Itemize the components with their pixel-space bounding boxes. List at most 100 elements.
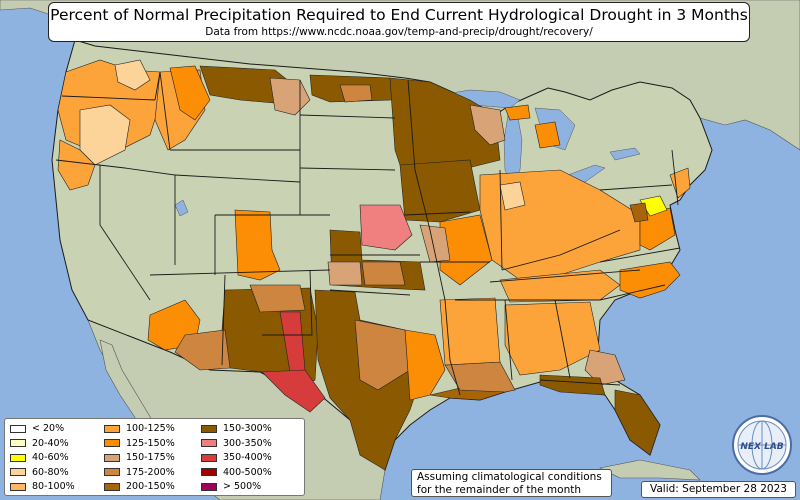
border-mississippi-river: [407, 79, 461, 396]
legend-label: 300-350%: [223, 437, 272, 449]
region-michigan-orange: [534, 121, 561, 149]
title-box: Percent of Normal Precipitation Required…: [48, 2, 750, 42]
legend-label: 40-60%: [32, 452, 69, 463]
region-panhandle-brown: [539, 374, 606, 396]
legend-label: 400-500%: [223, 466, 272, 478]
region-idaho-panhandle: [169, 65, 211, 121]
legend-swatch: [104, 424, 120, 433]
legend-item: 400-500%: [201, 466, 272, 479]
legend-item: < 20%: [10, 422, 75, 435]
legend-swatch: [104, 453, 120, 462]
region-arizona-medium: [174, 329, 231, 371]
climatology-note: Assuming climatological conditions for t…: [411, 469, 612, 497]
region-alabama-orange: [504, 301, 601, 376]
legend-column-1: < 20% 20-40% 40-60% 60-80% 80-100%: [10, 422, 75, 495]
border-carolinas: [599, 284, 666, 301]
legend-swatch: [201, 468, 217, 476]
border-illinois-indiana: [499, 169, 503, 271]
legend-item: 150-300%: [201, 422, 272, 435]
legend-swatch: [10, 468, 26, 476]
map-title: Percent of Normal Precipitation Required…: [50, 6, 748, 24]
map-subtitle: Data from https://www.ncdc.noaa.gov/temp…: [205, 26, 593, 38]
legend-item: 175-200%: [104, 466, 175, 479]
border-dakotas-split: [299, 114, 396, 119]
border-oregon-california: [55, 159, 126, 169]
border-washington-oregon: [61, 95, 156, 101]
region-lower-mississippi-orange: [439, 297, 501, 366]
drought-regions: [57, 59, 691, 471]
legend-item: 150-175%: [104, 451, 175, 464]
region-delmarva-yellow: [639, 195, 668, 217]
region-tennessee-orange: [499, 269, 621, 303]
great-salt-lake: [174, 199, 189, 217]
border-new-mexico-texas: [262, 269, 313, 336]
cuba: [599, 459, 701, 481]
border-arizona-new-mexico: [221, 274, 226, 366]
legend-label: 200-150%: [126, 481, 175, 492]
legend-column-3: 150-300% 300-350% 350-400% 400-500% > 50…: [201, 422, 272, 495]
legend-item: 40-60%: [10, 451, 75, 464]
legend-swatch: [10, 424, 26, 433]
legend-item: 80-100%: [10, 480, 75, 493]
region-west-texas-red: [261, 369, 326, 413]
logo-label: NEX LAB: [740, 442, 783, 452]
legend-item: > 500%: [201, 480, 272, 493]
region-florida-brown: [614, 389, 661, 456]
region-washington-light: [114, 59, 151, 91]
border-new-england: [671, 149, 679, 206]
legend-swatch: [201, 439, 217, 447]
legend-label: 350-400%: [223, 452, 272, 463]
border-northern-tier: [154, 71, 161, 101]
legend-swatch: [201, 482, 217, 491]
border-four-corners-row: [149, 269, 331, 276]
valid-date-box: Valid: September 28 2023: [641, 481, 796, 498]
region-carolinas-orange: [619, 261, 681, 299]
valid-date: Valid: September 28 2023: [650, 483, 787, 495]
region-upper-michigan-orange: [504, 104, 531, 121]
legend-swatch: [10, 482, 26, 491]
legend-label: 60-80%: [32, 466, 69, 478]
border-tennessee-north: [489, 269, 641, 283]
legend-item: 60-80%: [10, 466, 75, 479]
border-wyoming-south: [174, 174, 301, 183]
legend-item: 20-40%: [10, 437, 75, 450]
region-colorado-west: [234, 209, 281, 281]
note-line-2: for the remainder of the month: [417, 483, 582, 496]
border-california-nevada: [99, 165, 151, 301]
border-georgia-florida: [539, 379, 621, 386]
state-borders: [55, 71, 681, 396]
legend-swatch: [104, 439, 120, 447]
legend-label: 175-200%: [126, 466, 175, 478]
legend: < 20% 20-40% 40-60% 60-80% 80-100% 100-1…: [4, 418, 305, 496]
border-virginia: [599, 247, 681, 263]
region-mid-atlantic-brown: [629, 202, 649, 223]
note-line-1: Assuming climatological conditions: [417, 471, 602, 483]
globe-icon: NEX LAB: [732, 415, 792, 475]
region-oklahoma-medium: [361, 261, 406, 286]
legend-item: 300-350%: [201, 437, 272, 450]
legend-label: > 500%: [223, 481, 262, 492]
legend-swatch: [104, 468, 120, 476]
legend-item: 100-125%: [104, 422, 175, 435]
legend-label: 20-40%: [32, 437, 69, 449]
border-nebraska-north: [299, 167, 396, 171]
legend-swatch: [10, 439, 26, 447]
legend-swatch: [10, 453, 26, 462]
region-iowa-missouri: [399, 159, 481, 223]
region-wisconsin-light: [469, 104, 506, 146]
legend-label: 150-300%: [223, 423, 272, 434]
region-nebraska-kansas-red: [359, 204, 413, 251]
region-indiana-light: [499, 181, 526, 211]
border-pennsylvania: [599, 184, 673, 191]
lake-ontario: [609, 147, 641, 161]
legend-swatch: [201, 453, 217, 462]
border-oklahoma-texas: [329, 289, 411, 296]
legend-label: 80-100%: [32, 481, 75, 492]
legend-column-2: 100-125% 125-150% 150-175% 175-200% 200-…: [104, 422, 175, 495]
region-texas-medium: [354, 319, 411, 391]
region-new-mexico-medium: [249, 284, 306, 313]
legend-label: 150-175%: [126, 452, 175, 463]
region-kansas-tan: [327, 261, 363, 286]
legend-label: 100-125%: [126, 423, 175, 434]
